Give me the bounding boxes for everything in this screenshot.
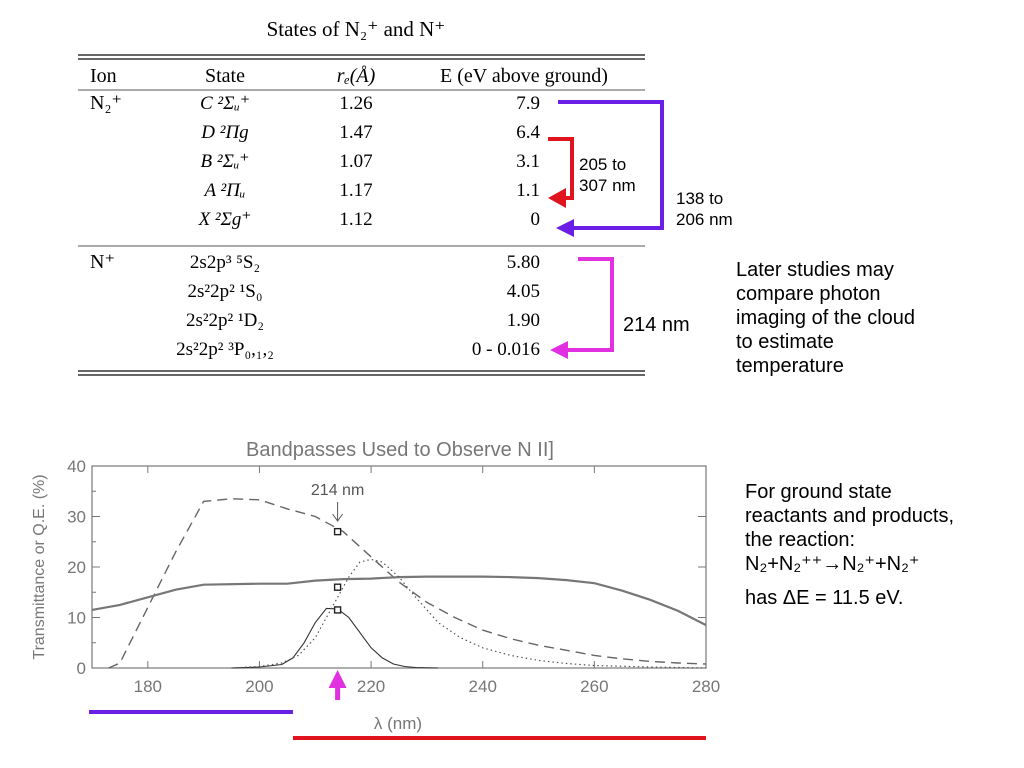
energy-cell: 1.90 — [507, 310, 540, 331]
y-tick-label: 30 — [67, 508, 86, 527]
re-cell: 1.47 — [339, 122, 372, 143]
ion-nplus: N⁺ — [90, 251, 115, 273]
state-cell: A ²Πᵤ — [203, 180, 246, 201]
header-energy: E (eV above ground) — [440, 65, 608, 87]
purple-arrow-label-1: 138 to — [676, 189, 723, 208]
ion-n2plus: N₂⁺ — [90, 92, 122, 114]
highlight-arrow — [328, 670, 347, 700]
states-table: States of N₂⁺ and N⁺ Ion State rₑ(Å) E (… — [78, 17, 645, 376]
y-tick-label: 40 — [67, 457, 86, 476]
series-line-thin-solid — [231, 607, 439, 669]
header-state: State — [205, 65, 245, 87]
series-line-dotted — [231, 558, 707, 669]
x-tick-label: 200 — [245, 677, 273, 696]
note-line: Later studies may — [736, 259, 894, 281]
note-line: For ground state — [745, 481, 892, 503]
energy-cell: 1.1 — [516, 180, 540, 201]
y-tick-label: 0 — [77, 659, 86, 678]
header-re: rₑ(Å) — [337, 65, 376, 87]
highlight-arrow-head — [328, 670, 347, 688]
axis-ticks: 180 200 220 240 260 280 0 10 20 30 40 — [67, 457, 720, 696]
note-ground-state: For ground state reactants and products,… — [745, 480, 1020, 610]
data-marker — [333, 606, 342, 614]
purple-transition-arrow: 138 to 206 nm — [556, 100, 733, 237]
state-cell: C ²Σᵤ⁺ — [200, 93, 250, 114]
y-tick-label: 20 — [67, 558, 86, 577]
bandpass-bars — [89, 710, 706, 740]
state-cell: D ²Πg — [200, 122, 248, 143]
y-axis-label: Transmittance or Q.E. (%) — [31, 474, 48, 659]
reaction-equation: N₂+N₂⁺⁺→N₂⁺+N₂⁺ — [745, 553, 920, 575]
red-arrow-label-2: 307 nm — [579, 176, 636, 195]
re-cell: 1.12 — [339, 209, 372, 230]
re-cell: 1.07 — [339, 151, 372, 172]
x-tick-label: 220 — [357, 677, 385, 696]
chart-series — [91, 498, 707, 669]
note-line: imaging of the cloud — [736, 307, 916, 329]
x-tick-label: 260 — [580, 677, 608, 696]
re-cell: 1.17 — [339, 180, 372, 201]
n2plus-rows: C ²Σᵤ⁺ 1.26 7.9 D ²Πg 1.47 6.4 B ²Σᵤ⁺ 1.07 3.1 A … — [198, 93, 541, 230]
series-line-solid — [91, 575, 707, 627]
x-tick-label: 240 — [469, 677, 497, 696]
state-cell: 2s²2p² ³P₀,₁,₂ — [176, 339, 274, 360]
nplus-rows: 2s2p³ ⁵S₂ 5.80 2s²2p² ¹S₀ 4.05 2s²2p² ¹D₂ 1.9… — [176, 252, 540, 360]
state-cell: 2s2p³ ⁵S₂ — [190, 252, 260, 273]
magenta-arrow-label: 214 nm — [623, 314, 690, 336]
energy-cell: 0 — [531, 209, 541, 230]
chart-markers — [333, 527, 342, 614]
state-cell: X ²Σg⁺ — [198, 209, 252, 230]
x-tick-label: 280 — [692, 677, 720, 696]
note-line: to estimate — [736, 331, 834, 353]
energy-cell: 4.05 — [507, 281, 540, 302]
energy-cell: 5.80 — [507, 252, 540, 273]
note-line: reactants and products, — [745, 505, 955, 527]
note-line: the reaction: — [745, 529, 856, 551]
energy-cell: 7.9 — [516, 93, 540, 114]
note-later-studies: Later studies may compare photon imaging… — [736, 258, 996, 378]
state-cell: 2s²2p² ¹D₂ — [186, 310, 264, 331]
purple-arrow-label-2: 206 nm — [676, 210, 733, 229]
red-transition-arrow: 205 to 307 nm — [548, 137, 636, 208]
header-ion: Ion — [90, 65, 117, 87]
magenta-transition-arrow: 214 nm — [550, 257, 690, 359]
red-arrow-label-1: 205 to — [579, 155, 626, 174]
state-cell: B ²Σᵤ⁺ — [201, 151, 250, 172]
data-marker — [333, 527, 342, 536]
chart-title: Bandpasses Used to Observe N II] — [246, 439, 554, 461]
data-marker — [333, 583, 342, 591]
bandpass-chart: Bandpasses Used to Observe N II] 180 200 2… — [31, 439, 720, 740]
annotation-arrowhead — [332, 513, 344, 522]
x-tick-label: 180 — [134, 677, 162, 696]
note-line: compare photon — [736, 283, 881, 305]
plot-frame — [91, 465, 707, 669]
y-tick-label: 10 — [67, 609, 86, 628]
annotation-214nm: 214 nm — [311, 482, 364, 499]
delta-e: has ΔE = 11.5 eV. — [745, 587, 904, 609]
energy-cell: 0 - 0.016 — [472, 339, 540, 360]
table-title: States of N₂⁺ and N⁺ — [267, 17, 446, 41]
note-line: temperature — [736, 355, 844, 377]
series-line-dashed — [108, 498, 707, 669]
energy-cell: 3.1 — [516, 151, 540, 172]
energy-cell: 6.4 — [516, 122, 540, 143]
state-cell: 2s²2p² ¹S₀ — [188, 281, 263, 302]
re-cell: 1.26 — [339, 93, 372, 114]
x-axis-label: λ (nm) — [374, 714, 422, 733]
